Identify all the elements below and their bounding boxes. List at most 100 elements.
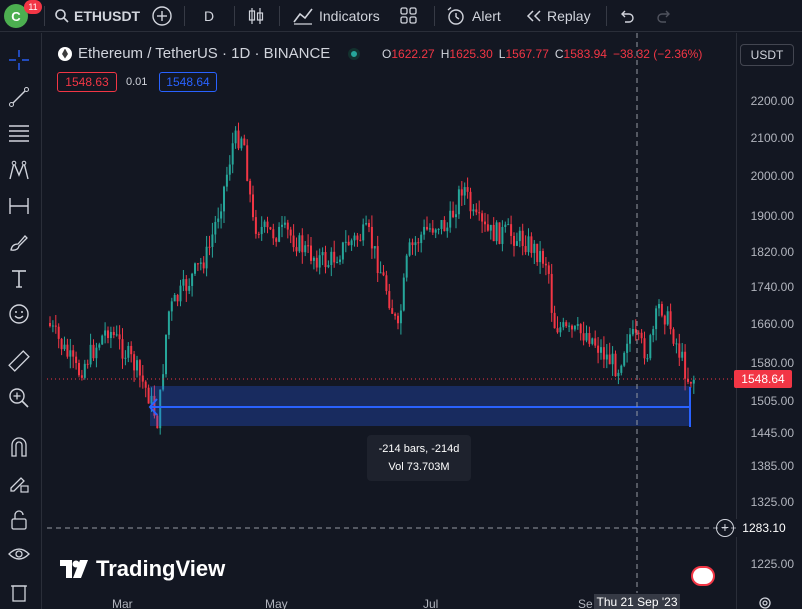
candle-body [397, 315, 399, 324]
candle-body [83, 363, 86, 378]
measure-bracket-icon [9, 198, 29, 214]
add-alert-plus-icon[interactable]: + [716, 519, 734, 537]
candle-body [101, 335, 104, 345]
candle-body [153, 395, 156, 416]
hide-drawings-tool[interactable] [5, 540, 33, 568]
avatar-letter: C [11, 8, 21, 24]
compare-button[interactable] [151, 4, 173, 28]
eth-logo-icon [58, 46, 72, 61]
candle-body [318, 255, 321, 268]
chart-type-button[interactable] [246, 4, 266, 28]
candle-body [92, 344, 95, 359]
candle-body [292, 235, 295, 248]
stay-in-drawing-tool[interactable] [5, 469, 33, 497]
fib-tool[interactable] [5, 119, 33, 147]
interval-label: D [204, 8, 215, 24]
candle-body [608, 354, 611, 365]
candle-body [283, 222, 286, 225]
candle-body [489, 224, 492, 231]
price-axis[interactable]: 2200.00 2100.00 2000.00 1900.00 1820.00 1740.… [736, 33, 802, 609]
candle-body [501, 226, 504, 244]
undo-button[interactable] [619, 4, 635, 28]
tv-logo-icon [60, 560, 88, 578]
candle-body [86, 363, 89, 365]
candle-body [199, 262, 202, 264]
candle-body [136, 360, 138, 371]
alert-button[interactable]: Alert [446, 4, 501, 28]
candle-body [556, 328, 559, 333]
candle-body [405, 255, 408, 278]
candle-body [576, 324, 579, 326]
candle-body [620, 365, 623, 373]
emoji-tool[interactable] [5, 300, 33, 328]
candle-body [684, 351, 687, 379]
zoom-tool[interactable] [5, 384, 33, 412]
measure-volume: Vol 73.703M [388, 461, 450, 473]
candle-body [518, 230, 521, 242]
candle-body [347, 241, 350, 246]
sell-button[interactable]: 1548.63 [57, 72, 117, 92]
candle-body [666, 311, 669, 325]
buy-button[interactable]: 1548.64 [159, 72, 217, 92]
candle-body [513, 235, 515, 246]
indicators-button[interactable]: Indicators [292, 4, 380, 28]
unlock-icon [11, 510, 27, 530]
candle-body [260, 226, 263, 235]
indicators-icon [293, 8, 313, 25]
search-icon [55, 9, 69, 23]
trend-line-tool[interactable] [5, 83, 33, 111]
candle-body [571, 325, 573, 330]
candle-body [460, 189, 463, 196]
pattern-tool[interactable] [5, 156, 33, 184]
candle-body [301, 235, 304, 253]
spread-value: 0.01 [126, 76, 148, 88]
crosshair-tool[interactable] [5, 46, 33, 74]
settings-gear-icon[interactable] [758, 596, 772, 609]
candle-body [640, 332, 643, 339]
price-chart[interactable] [47, 33, 736, 593]
candle-body [510, 224, 513, 236]
templates-button[interactable] [399, 4, 419, 28]
candle-body [49, 323, 51, 327]
measure-tool[interactable] [5, 347, 33, 375]
candle-body [457, 189, 460, 215]
candle-body [118, 334, 121, 340]
candle-body [315, 257, 318, 268]
candle-body [249, 180, 252, 195]
price-tick: 2100.00 [750, 131, 794, 145]
candle-body [95, 347, 98, 359]
brush-tool[interactable] [5, 229, 33, 257]
candle-body [368, 223, 370, 227]
interval-button[interactable]: D [204, 4, 214, 28]
trash-icon [11, 585, 27, 602]
price-tick: 1820.00 [750, 245, 794, 259]
flag-icon[interactable] [691, 566, 715, 586]
candle-body [275, 238, 278, 242]
text-tool[interactable] [5, 265, 33, 293]
candle-body [585, 333, 588, 341]
prediction-tool[interactable] [5, 192, 33, 220]
candle-body [562, 322, 565, 328]
lock-drawings-tool[interactable] [5, 506, 33, 534]
replay-button[interactable]: Replay [525, 4, 591, 28]
candle-body [484, 221, 486, 225]
candle-body [379, 272, 382, 274]
candle-body [524, 246, 527, 253]
symbol-search-button[interactable]: ETHUSDT [54, 4, 140, 28]
candle-body [452, 210, 455, 218]
candle-body [165, 334, 167, 375]
candle-body [515, 241, 518, 246]
candle-body [124, 357, 127, 359]
candle-body [646, 358, 649, 360]
remove-drawings-tool[interactable] [5, 578, 33, 606]
candle-body [182, 279, 185, 286]
magnet-tool[interactable] [5, 433, 33, 461]
candle-body [373, 246, 376, 249]
candles-icon [248, 8, 264, 24]
candle-body [504, 224, 507, 227]
ohlc-high: H1625.30 [440, 47, 493, 61]
redo-button[interactable] [656, 4, 672, 28]
candle-body [196, 263, 199, 265]
currency-button[interactable]: USDT [740, 44, 794, 66]
divider [184, 6, 185, 26]
